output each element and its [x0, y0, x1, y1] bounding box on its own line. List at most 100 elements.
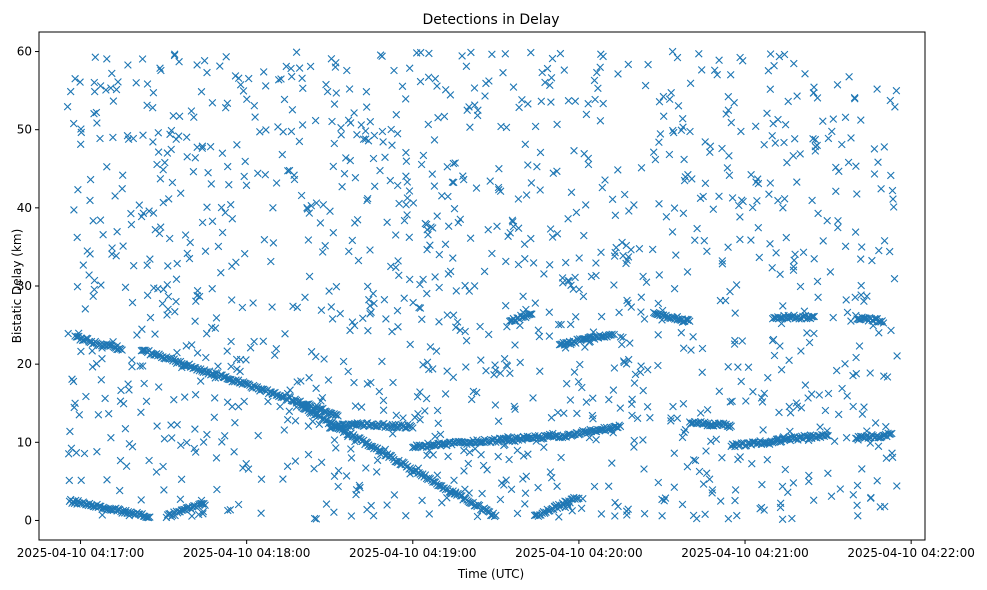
detection-marker: [590, 76, 599, 85]
detection-marker: [330, 508, 338, 516]
detection-marker: [758, 480, 766, 489]
detection-marker: [451, 159, 459, 167]
detection-marker: [207, 180, 216, 188]
detection-marker: [419, 361, 427, 369]
detection-marker: [269, 204, 277, 212]
detection-marker: [484, 330, 493, 339]
detection-marker: [733, 511, 741, 520]
detection-marker: [770, 351, 779, 360]
detection-marker: [619, 251, 627, 260]
detection-marker: [191, 448, 200, 456]
detection-marker: [695, 467, 704, 476]
detection-marker: [776, 270, 784, 279]
detection-marker: [679, 400, 688, 408]
detection-marker: [706, 142, 715, 150]
detection-marker: [824, 134, 833, 143]
detection-marker: [888, 453, 897, 462]
detection-marker: [175, 112, 184, 121]
detection-marker: [534, 326, 543, 334]
detection-marker: [197, 87, 206, 96]
detection-marker: [419, 151, 428, 160]
detection-marker: [702, 419, 710, 428]
detection-marker: [362, 103, 371, 111]
detection-marker: [640, 465, 648, 473]
detection-marker: [71, 74, 79, 83]
detection-marker: [301, 293, 309, 302]
detection-marker: [359, 314, 367, 323]
detection-marker: [107, 433, 115, 442]
detection-marker: [575, 254, 583, 262]
detection-marker: [149, 138, 157, 146]
detection-marker: [724, 243, 732, 251]
detection-marker: [620, 358, 628, 367]
detection-marker: [832, 366, 841, 375]
detection-marker: [470, 84, 479, 92]
detection-marker: [834, 410, 843, 419]
detection-marker: [630, 443, 638, 451]
detection-marker: [316, 219, 325, 227]
detection-marker: [847, 134, 855, 142]
detection-marker: [140, 379, 148, 388]
detection-marker: [597, 312, 606, 321]
detection-marker: [464, 438, 472, 447]
detection-marker: [698, 344, 707, 353]
detection-marker: [193, 291, 201, 300]
detection-marker: [366, 302, 374, 310]
detection-marker: [217, 203, 226, 212]
detection-marker: [524, 450, 532, 458]
detection-marker: [444, 222, 453, 230]
detection-marker: [423, 289, 431, 298]
detection-marker: [576, 360, 584, 369]
detection-marker: [163, 149, 172, 157]
detection-marker: [392, 411, 401, 420]
detection-marker: [76, 140, 85, 149]
detection-marker: [163, 311, 171, 319]
detection-marker: [672, 314, 680, 322]
detection-marker: [527, 48, 535, 57]
detection-marker: [342, 154, 350, 162]
detection-marker: [708, 486, 717, 494]
detection-marker: [521, 489, 530, 497]
detection-marker: [669, 128, 678, 137]
detection-marker: [330, 436, 339, 444]
detection-marker: [400, 216, 409, 225]
detection-marker: [614, 423, 622, 432]
detection-marker: [379, 406, 388, 414]
detection-marker: [415, 303, 423, 312]
y-ticks: 0 10 20 30 40 50 60: [17, 45, 39, 527]
detection-marker: [228, 215, 237, 223]
detection-marker: [435, 250, 444, 259]
detection-marker: [112, 85, 121, 94]
detection-marker: [293, 398, 302, 406]
detection-marker: [132, 79, 140, 87]
detection-marker: [557, 320, 565, 329]
detection-marker: [726, 398, 735, 406]
detection-marker: [824, 389, 833, 398]
detection-marker: [242, 181, 251, 190]
detection-marker: [596, 117, 605, 125]
detection-marker: [441, 390, 450, 398]
detection-marker: [320, 355, 328, 363]
detection-marker: [546, 468, 555, 476]
detection-marker: [540, 443, 548, 451]
detection-marker: [238, 303, 247, 312]
detection-marker: [639, 272, 647, 281]
detection-marker: [557, 453, 565, 462]
detection-marker: [724, 106, 733, 114]
detection-marker: [146, 255, 154, 263]
detection-marker: [501, 50, 510, 58]
detection-marker: [254, 169, 262, 178]
detection-marker: [580, 231, 588, 240]
detection-marker: [791, 250, 799, 259]
detection-marker: [597, 510, 606, 518]
detection-marker: [405, 275, 414, 284]
detection-marker: [332, 282, 341, 291]
detection-marker: [858, 465, 866, 473]
detection-marker: [721, 296, 730, 305]
detection-marker: [172, 297, 180, 306]
detection-marker: [620, 190, 629, 199]
detection-marker: [311, 116, 320, 125]
detection-marker: [243, 380, 252, 389]
detection-marker: [409, 199, 418, 207]
detection-marker: [317, 458, 326, 467]
